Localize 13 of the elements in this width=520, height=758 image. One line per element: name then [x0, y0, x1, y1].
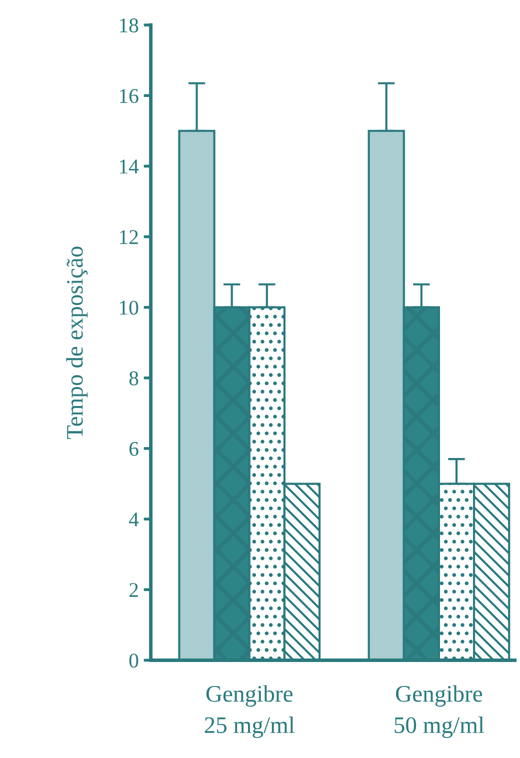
y-tick-label: 2	[129, 583, 138, 597]
y-tick-label: 10	[120, 300, 138, 315]
y-tick-label: 4	[128, 512, 139, 526]
y-tick-label: 18	[120, 18, 138, 32]
x-tick-label: Gengibre 25 mg/ml	[204, 685, 294, 738]
y-tick-label: 8	[129, 371, 138, 386]
y-tick-label: 6	[129, 442, 138, 456]
y-tick-label: 16	[120, 89, 138, 104]
y-tick-label: 14	[120, 160, 139, 174]
x-tick-label: Gengibre 50 mg/ml	[394, 685, 484, 738]
y-tick-label: 12	[120, 230, 138, 244]
y-tick-label: 0	[129, 654, 138, 668]
y-axis-title: Tempo de exposição	[66, 246, 88, 440]
